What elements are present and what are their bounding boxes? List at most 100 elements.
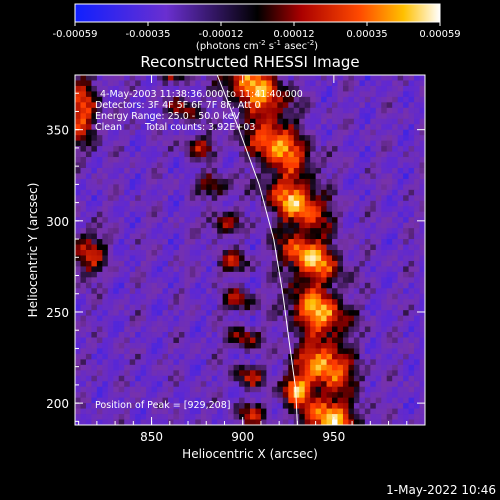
heatmap-cell <box>266 397 273 404</box>
heatmap-cell <box>146 392 152 399</box>
heatmap-cell <box>129 102 136 109</box>
heatmap-cell <box>250 129 256 136</box>
heatmap-cell <box>91 233 98 240</box>
heatmap-cell <box>200 419 207 425</box>
heatmap-cell <box>288 162 295 169</box>
heatmap-cell <box>364 364 371 371</box>
heatmap-cell <box>107 277 114 284</box>
heatmap-cell <box>206 326 213 333</box>
heatmap-cell <box>239 157 245 163</box>
heatmap-cell <box>102 200 109 207</box>
heatmap-cell <box>135 113 142 120</box>
heatmap-cell <box>315 348 322 355</box>
heatmap-cell <box>364 266 371 273</box>
heatmap-cell <box>222 118 229 125</box>
heatmap-cell <box>91 228 98 234</box>
heatmap-cell <box>184 277 191 284</box>
heatmap-cell <box>200 228 207 234</box>
heatmap-cell <box>167 118 174 125</box>
heatmap-cell <box>353 189 360 196</box>
heatmap-cell <box>157 288 163 295</box>
heatmap-cell <box>337 260 344 267</box>
heatmap-cell <box>315 124 322 131</box>
heatmap-cell <box>397 250 404 256</box>
heatmap-cell <box>75 255 81 262</box>
heatmap-cell <box>135 414 142 420</box>
heatmap-cell <box>359 244 366 251</box>
heatmap-cell <box>200 75 207 81</box>
heatmap-cell <box>222 414 229 420</box>
heatmap-cell <box>299 228 306 234</box>
heatmap-cell <box>129 403 136 409</box>
heatmap-cell <box>157 124 163 131</box>
heatmap-cell <box>315 135 322 142</box>
heatmap-cell <box>113 277 120 284</box>
heatmap-cell <box>315 392 322 399</box>
heatmap-cell <box>217 184 224 191</box>
heatmap-cell <box>255 211 262 218</box>
heatmap-cell <box>282 386 289 393</box>
heatmap-cell <box>200 353 207 360</box>
heatmap-cell <box>321 75 327 81</box>
heatmap-cell <box>414 91 420 98</box>
heatmap-cell <box>151 260 158 267</box>
heatmap-cell <box>217 189 224 196</box>
heatmap-cell <box>271 392 278 399</box>
heatmap-cell <box>337 102 344 109</box>
heatmap-cell <box>375 239 382 245</box>
heatmap-cell <box>178 239 185 245</box>
heatmap-cell <box>113 80 120 87</box>
heatmap-cell <box>277 364 284 371</box>
heatmap-cell <box>118 375 125 382</box>
heatmap-cell <box>124 332 131 338</box>
heatmap-cell <box>326 386 333 393</box>
heatmap-cell <box>80 299 87 306</box>
heatmap-cell <box>222 135 229 142</box>
heatmap-cell <box>321 326 327 333</box>
heatmap-cell <box>107 173 114 180</box>
heatmap-cell <box>91 107 98 114</box>
heatmap-cell <box>195 414 202 420</box>
heatmap-cell <box>370 381 377 388</box>
heatmap-cell <box>151 403 158 409</box>
heatmap-cell <box>419 113 425 120</box>
heatmap-cell <box>113 321 120 327</box>
heatmap-cell <box>255 414 262 420</box>
heatmap-cell <box>157 403 163 409</box>
heatmap-cell <box>239 244 245 251</box>
heatmap-cell <box>386 266 393 273</box>
heatmap-cell <box>293 370 300 377</box>
heatmap-cell <box>228 271 234 278</box>
heatmap-cell <box>381 151 388 158</box>
heatmap-cell <box>75 271 81 278</box>
heatmap-cell <box>315 189 322 196</box>
heatmap-cell <box>162 107 169 114</box>
heatmap-cell <box>250 277 256 284</box>
heatmap-cell <box>85 332 92 338</box>
heatmap-cell <box>397 392 404 399</box>
heatmap-cell <box>310 386 317 393</box>
heatmap-cell <box>266 129 273 136</box>
heatmap-cell <box>364 157 371 163</box>
heatmap-cell <box>102 419 109 425</box>
heatmap-cell <box>244 200 251 207</box>
heatmap-cell <box>397 91 404 98</box>
heatmap-cell <box>392 167 399 174</box>
heatmap-cell <box>326 392 333 399</box>
heatmap-cell <box>266 200 273 207</box>
heatmap-cell <box>364 91 371 98</box>
heatmap-cell <box>304 217 311 224</box>
heatmap-cell <box>293 113 300 120</box>
heatmap-cell <box>370 353 377 360</box>
heatmap-cell <box>293 146 300 152</box>
heatmap-cell <box>189 102 196 109</box>
heatmap-cell <box>195 348 202 355</box>
heatmap-cell <box>403 146 409 152</box>
heatmap-cell <box>381 200 388 207</box>
heatmap-cell <box>151 151 158 158</box>
heatmap-cell <box>184 310 191 317</box>
heatmap-cell <box>244 277 251 284</box>
heatmap-cell <box>173 348 180 355</box>
heatmap-cell <box>332 359 338 366</box>
heatmap-cell <box>211 310 218 317</box>
